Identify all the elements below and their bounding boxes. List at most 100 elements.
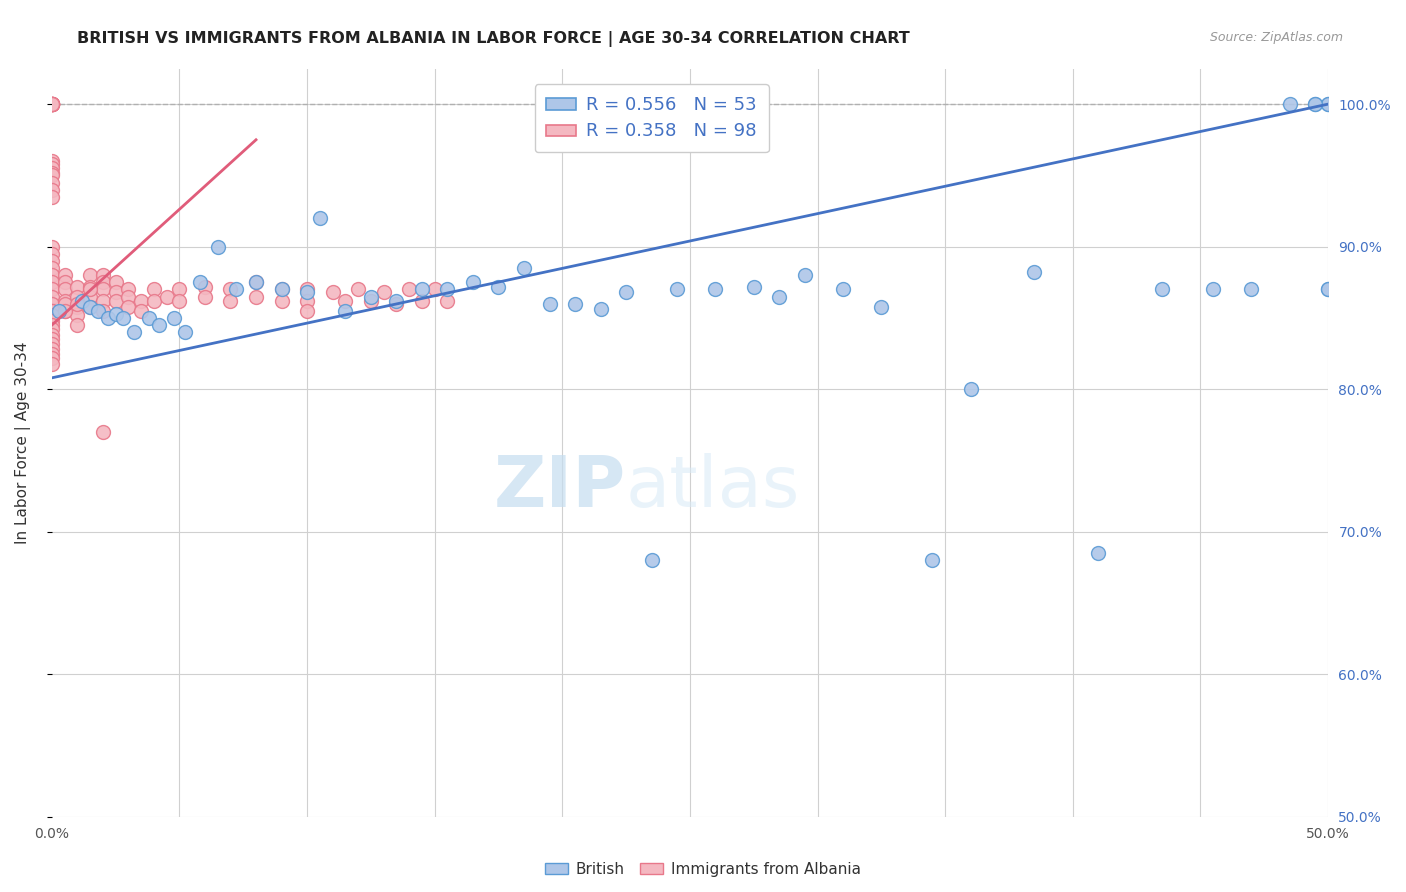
Point (461, 276, 484, 290)
Point (91, 425, 114, 439)
Point (1316, 97, 1339, 112)
Point (41, 318, 63, 332)
Point (169, 283, 191, 297)
Point (41, 314, 63, 328)
Point (295, 293, 318, 308)
Point (411, 283, 433, 297)
Point (48, 303, 70, 318)
Point (66, 279, 89, 293)
Point (117, 300, 139, 314)
Point (122, 325, 145, 339)
Point (41, 97, 63, 112)
Point (79, 300, 101, 314)
Point (41, 346, 63, 360)
Point (295, 303, 318, 318)
Point (589, 302, 612, 317)
Point (53, 303, 76, 318)
Point (41, 336, 63, 351)
Point (41, 97, 63, 112)
Point (41, 97, 63, 112)
Point (41, 157, 63, 171)
Point (270, 283, 292, 297)
Point (91, 276, 114, 290)
Point (1202, 283, 1225, 297)
Point (163, 310, 186, 325)
Point (104, 307, 127, 321)
Point (142, 283, 165, 297)
Point (66, 300, 89, 314)
Text: atlas: atlas (626, 453, 800, 522)
Point (41, 190, 63, 204)
Point (41, 297, 63, 311)
Point (91, 283, 114, 297)
Point (79, 300, 101, 314)
Point (423, 283, 446, 297)
Point (832, 283, 855, 297)
Point (104, 293, 127, 308)
Point (104, 285, 127, 300)
Point (138, 310, 160, 325)
Point (270, 293, 292, 308)
Point (41, 165, 63, 179)
Point (488, 279, 510, 293)
Point (41, 303, 63, 318)
Point (704, 283, 727, 297)
Point (53, 303, 76, 318)
Point (436, 293, 458, 308)
Point (41, 328, 63, 343)
Point (41, 161, 63, 176)
Point (41, 303, 63, 318)
Point (53, 283, 76, 297)
Point (1316, 283, 1339, 297)
Point (1303, 97, 1326, 112)
Point (219, 283, 242, 297)
Point (385, 293, 408, 308)
Point (91, 303, 114, 318)
Text: BRITISH VS IMMIGRANTS FROM ALBANIA IN LABOR FORCE | AGE 30-34 CORRELATION CHART: BRITISH VS IMMIGRANTS FROM ALBANIA IN LA… (77, 31, 910, 47)
Point (538, 297, 561, 311)
Point (360, 290, 382, 304)
Point (1240, 283, 1263, 297)
Point (41, 254, 63, 268)
Point (41, 97, 63, 112)
Point (66, 297, 89, 311)
Point (41, 97, 63, 112)
Point (793, 268, 815, 283)
Point (41, 343, 63, 357)
Point (245, 276, 267, 290)
Point (436, 283, 458, 297)
Point (104, 276, 127, 290)
Point (97, 310, 120, 325)
Point (398, 283, 420, 297)
Point (66, 290, 89, 304)
Point (245, 276, 267, 290)
Point (41, 176, 63, 190)
Point (768, 290, 790, 304)
Point (959, 382, 981, 396)
Point (41, 276, 63, 290)
Point (117, 290, 139, 304)
Point (79, 283, 101, 297)
Point (41, 183, 63, 197)
Point (347, 283, 370, 297)
Point (156, 290, 179, 304)
Point (41, 261, 63, 276)
Point (1316, 283, 1339, 297)
Point (1278, 97, 1301, 112)
Point (142, 293, 165, 308)
Point (87, 303, 110, 318)
Point (79, 268, 101, 283)
Point (666, 283, 689, 297)
Point (41, 97, 63, 112)
Point (66, 318, 89, 332)
Point (1303, 97, 1326, 112)
Point (117, 283, 139, 297)
Point (79, 279, 101, 293)
Point (66, 308, 89, 322)
Point (173, 325, 195, 339)
Point (1152, 283, 1174, 297)
Point (41, 154, 63, 169)
Point (41, 283, 63, 297)
Point (870, 300, 893, 314)
Point (53, 297, 76, 311)
